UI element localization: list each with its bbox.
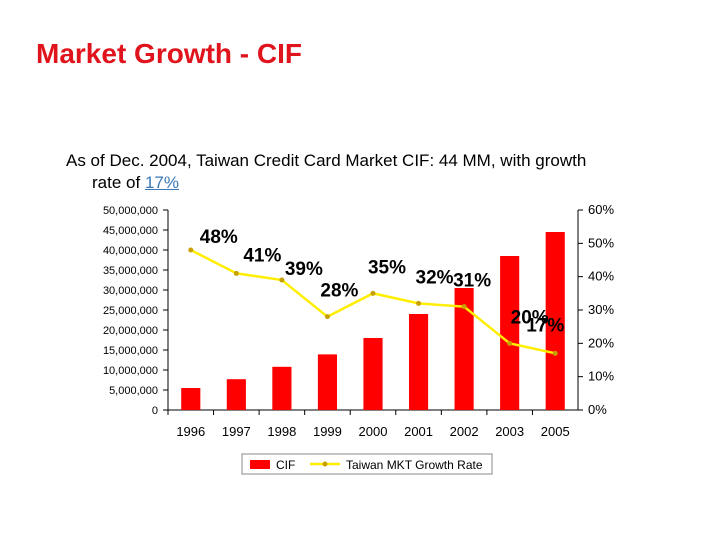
legend-growth-marker bbox=[322, 461, 328, 467]
growth-rate-point bbox=[552, 350, 558, 356]
left-tick-label: 20,000,000 bbox=[103, 325, 158, 337]
x-tick-label: 1999 bbox=[313, 424, 342, 439]
left-tick-label: 40,000,000 bbox=[103, 245, 158, 257]
x-tick-label: 2003 bbox=[495, 424, 524, 439]
x-tick-label: 2001 bbox=[404, 424, 433, 439]
bar-cif bbox=[500, 256, 520, 410]
page-title: Market Growth - CIF bbox=[36, 38, 303, 69]
left-tick-label: 10,000,000 bbox=[103, 365, 158, 377]
subtitle-highlight: 17% bbox=[144, 173, 179, 192]
growth-rate-point bbox=[461, 304, 467, 310]
growth-data-label: 48% bbox=[200, 227, 238, 248]
legend-box bbox=[241, 453, 493, 475]
legend-growth-label: Taiwan MKT Growth Rate bbox=[346, 458, 483, 472]
bar-cif bbox=[363, 338, 383, 410]
growth-data-label: 35% bbox=[368, 257, 406, 278]
left-tick-label: 30,000,000 bbox=[103, 285, 158, 297]
right-tick-label: 30% bbox=[588, 302, 614, 317]
x-tick-label: 1998 bbox=[267, 424, 296, 439]
left-tick-label: 5,000,000 bbox=[109, 385, 158, 397]
growth-rate-point bbox=[233, 270, 239, 276]
left-tick-label: 35,000,000 bbox=[103, 265, 158, 277]
growth-data-label: 41% bbox=[243, 245, 281, 266]
legend-cif-label: CIF bbox=[276, 458, 295, 472]
right-tick-label: 60% bbox=[588, 202, 614, 217]
right-tick-label: 50% bbox=[588, 235, 614, 250]
right-tick-label: 40% bbox=[588, 269, 614, 284]
growth-data-label: 31% bbox=[453, 271, 491, 292]
growth-data-label: 28% bbox=[320, 281, 358, 302]
x-tick-label: 1997 bbox=[222, 424, 251, 439]
bar-cif bbox=[226, 379, 246, 410]
bar-cif bbox=[272, 366, 292, 410]
growth-rate-point bbox=[279, 277, 285, 283]
legend-cif-swatch bbox=[250, 460, 270, 469]
subtitle-line-1: As of Dec. 2004, Taiwan Credit Card Mark… bbox=[66, 151, 587, 170]
growth-rate-point bbox=[507, 340, 513, 346]
growth-rate-point bbox=[188, 247, 194, 253]
left-tick-label: 45,000,000 bbox=[103, 225, 158, 237]
growth-rate-point bbox=[324, 314, 330, 320]
right-tick-label: 0% bbox=[588, 402, 607, 417]
x-tick-label: 1996 bbox=[176, 424, 205, 439]
left-tick-label: 15,000,000 bbox=[103, 345, 158, 357]
growth-data-label: 32% bbox=[416, 267, 454, 288]
bar-cif bbox=[454, 288, 474, 410]
growth-rate-point bbox=[416, 300, 422, 306]
growth-data-label: 17% bbox=[526, 315, 564, 336]
bar-cif bbox=[545, 232, 565, 410]
bar-cif bbox=[317, 354, 338, 410]
x-tick-label: 2002 bbox=[450, 424, 479, 439]
x-tick-label: 2005 bbox=[541, 424, 570, 439]
growth-rate-point bbox=[370, 290, 376, 296]
subtitle-line-2: rate of 17% bbox=[66, 172, 686, 194]
growth-data-label: 20% bbox=[511, 307, 549, 328]
left-tick-label: 50,000,000 bbox=[103, 205, 158, 217]
left-tick-label: 0 bbox=[152, 405, 158, 417]
right-tick-label: 10% bbox=[588, 369, 614, 384]
subtitle: As of Dec. 2004, Taiwan Credit Card Mark… bbox=[66, 150, 686, 194]
growth-data-label: 39% bbox=[285, 259, 323, 280]
x-tick-label: 2000 bbox=[359, 424, 388, 439]
left-tick-label: 25,000,000 bbox=[103, 305, 158, 317]
right-tick-label: 20% bbox=[588, 335, 614, 350]
subtitle-prefix: rate of bbox=[92, 173, 141, 192]
bar-cif bbox=[181, 388, 201, 410]
bar-cif bbox=[408, 314, 429, 410]
